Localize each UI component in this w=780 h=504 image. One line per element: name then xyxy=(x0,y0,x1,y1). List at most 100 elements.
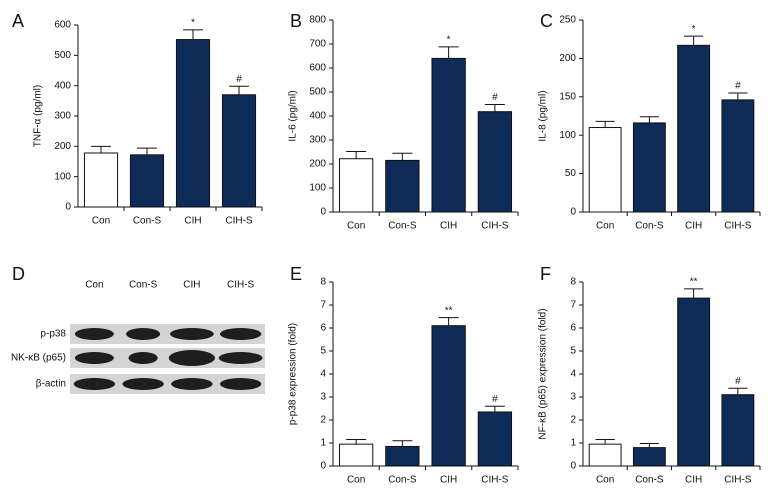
y-tick-label: 100 xyxy=(559,130,576,141)
x-tick-label: Con-S xyxy=(388,221,417,232)
y-axis-label: p-p38 expression (fold) xyxy=(288,323,299,425)
y-tick-label: 600 xyxy=(54,20,71,31)
significance-mark: # xyxy=(492,394,498,405)
blot-band xyxy=(74,328,114,340)
bar xyxy=(431,57,466,213)
y-axis-label: IL-6 (pg/ml) xyxy=(288,90,299,141)
lane-label: Con-S xyxy=(129,280,158,291)
panel-label: C xyxy=(540,11,553,31)
x-tick-label: CIH-S xyxy=(724,221,752,232)
x-tick-label: Con-S xyxy=(635,221,664,232)
bar xyxy=(721,99,755,213)
x-tick-label: Con-S xyxy=(388,475,417,486)
bar xyxy=(175,39,211,208)
y-tick-label: 400 xyxy=(54,80,71,91)
significance-mark: ** xyxy=(445,305,453,316)
y-tick-label: 150 xyxy=(559,91,576,102)
bar xyxy=(385,159,420,213)
y-tick-label: 4 xyxy=(570,369,576,380)
bar xyxy=(385,445,420,467)
y-tick-label: 700 xyxy=(309,39,326,50)
bar xyxy=(83,152,119,208)
significance-mark: ** xyxy=(690,277,698,288)
y-tick-label: 8 xyxy=(570,277,576,288)
y-tick-label: 3 xyxy=(570,392,576,403)
blot-band xyxy=(168,350,216,366)
x-tick-label: Con xyxy=(347,221,365,232)
y-tick-label: 200 xyxy=(309,159,326,170)
bar xyxy=(431,325,466,467)
y-tick-label: 0 xyxy=(320,461,326,472)
x-tick-label: Con xyxy=(596,475,614,486)
y-tick-label: 4 xyxy=(320,369,326,380)
y-tick-label: 600 xyxy=(309,63,326,74)
x-tick-label: CIH xyxy=(184,216,201,227)
bar xyxy=(632,122,666,213)
blot-band xyxy=(128,352,158,364)
x-tick-label: Con-S xyxy=(133,216,162,227)
panel-label: E xyxy=(290,264,302,284)
y-axis-label: NF-κB (p65) expression (fold) xyxy=(538,308,549,439)
lane-label: CIH-S xyxy=(227,280,255,291)
y-tick-label: 7 xyxy=(320,300,326,311)
y-tick-label: 3 xyxy=(320,392,326,403)
x-tick-label: Con xyxy=(92,216,110,227)
blot-band xyxy=(74,352,114,364)
panel-label: D xyxy=(12,264,25,284)
bar xyxy=(632,447,666,467)
blot-band xyxy=(218,352,263,364)
x-tick-label: CIH xyxy=(685,475,702,486)
y-axis-label: TNF-α (pg/ml) xyxy=(33,85,44,147)
blot-strip xyxy=(70,324,265,344)
blot-strip xyxy=(70,374,265,394)
bar xyxy=(477,411,513,467)
panel-label: F xyxy=(540,264,551,284)
significance-mark: * xyxy=(692,24,696,35)
y-tick-label: 1 xyxy=(570,438,576,449)
panel-label: A xyxy=(12,11,24,31)
y-tick-label: 100 xyxy=(309,183,326,194)
y-tick-label: 6 xyxy=(320,323,326,334)
x-tick-label: CIH-S xyxy=(724,475,752,486)
y-tick-label: 100 xyxy=(54,171,71,182)
bar xyxy=(477,111,513,213)
x-tick-label: CIH xyxy=(685,221,702,232)
bar xyxy=(677,44,711,213)
y-tick-label: 500 xyxy=(54,50,71,61)
y-tick-label: 5 xyxy=(570,346,576,357)
x-tick-label: CIH-S xyxy=(481,475,509,486)
blot-band xyxy=(219,378,262,390)
bar xyxy=(677,297,711,467)
x-tick-label: CIH-S xyxy=(225,216,253,227)
blot-band xyxy=(169,328,214,340)
y-tick-label: 2 xyxy=(570,415,576,426)
blot-band xyxy=(73,378,116,390)
x-tick-label: Con xyxy=(596,221,614,232)
bar xyxy=(338,158,374,213)
bar xyxy=(221,94,257,208)
lane-label: CIH xyxy=(183,280,200,291)
y-tick-label: 300 xyxy=(54,111,71,122)
y-tick-label: 5 xyxy=(320,346,326,357)
significance-mark: # xyxy=(236,74,242,85)
y-tick-label: 800 xyxy=(309,15,326,26)
y-tick-label: 8 xyxy=(320,277,326,288)
y-tick-label: 7 xyxy=(570,300,576,311)
x-tick-label: Con-S xyxy=(635,475,664,486)
blot-band xyxy=(171,378,213,390)
blot-band xyxy=(126,328,161,340)
significance-mark: * xyxy=(447,35,451,46)
y-tick-label: 0 xyxy=(570,207,576,218)
blot-band xyxy=(219,328,262,340)
significance-mark: # xyxy=(735,81,741,92)
y-tick-label: 300 xyxy=(309,135,326,146)
y-tick-label: 2 xyxy=(320,415,326,426)
bar xyxy=(588,127,622,213)
panel-label: B xyxy=(290,11,302,31)
y-axis-label: IL-8 (pg/ml) xyxy=(538,90,549,141)
y-tick-label: 0 xyxy=(320,207,326,218)
significance-mark: * xyxy=(191,17,195,28)
y-tick-label: 250 xyxy=(559,15,576,26)
bar xyxy=(721,394,755,467)
